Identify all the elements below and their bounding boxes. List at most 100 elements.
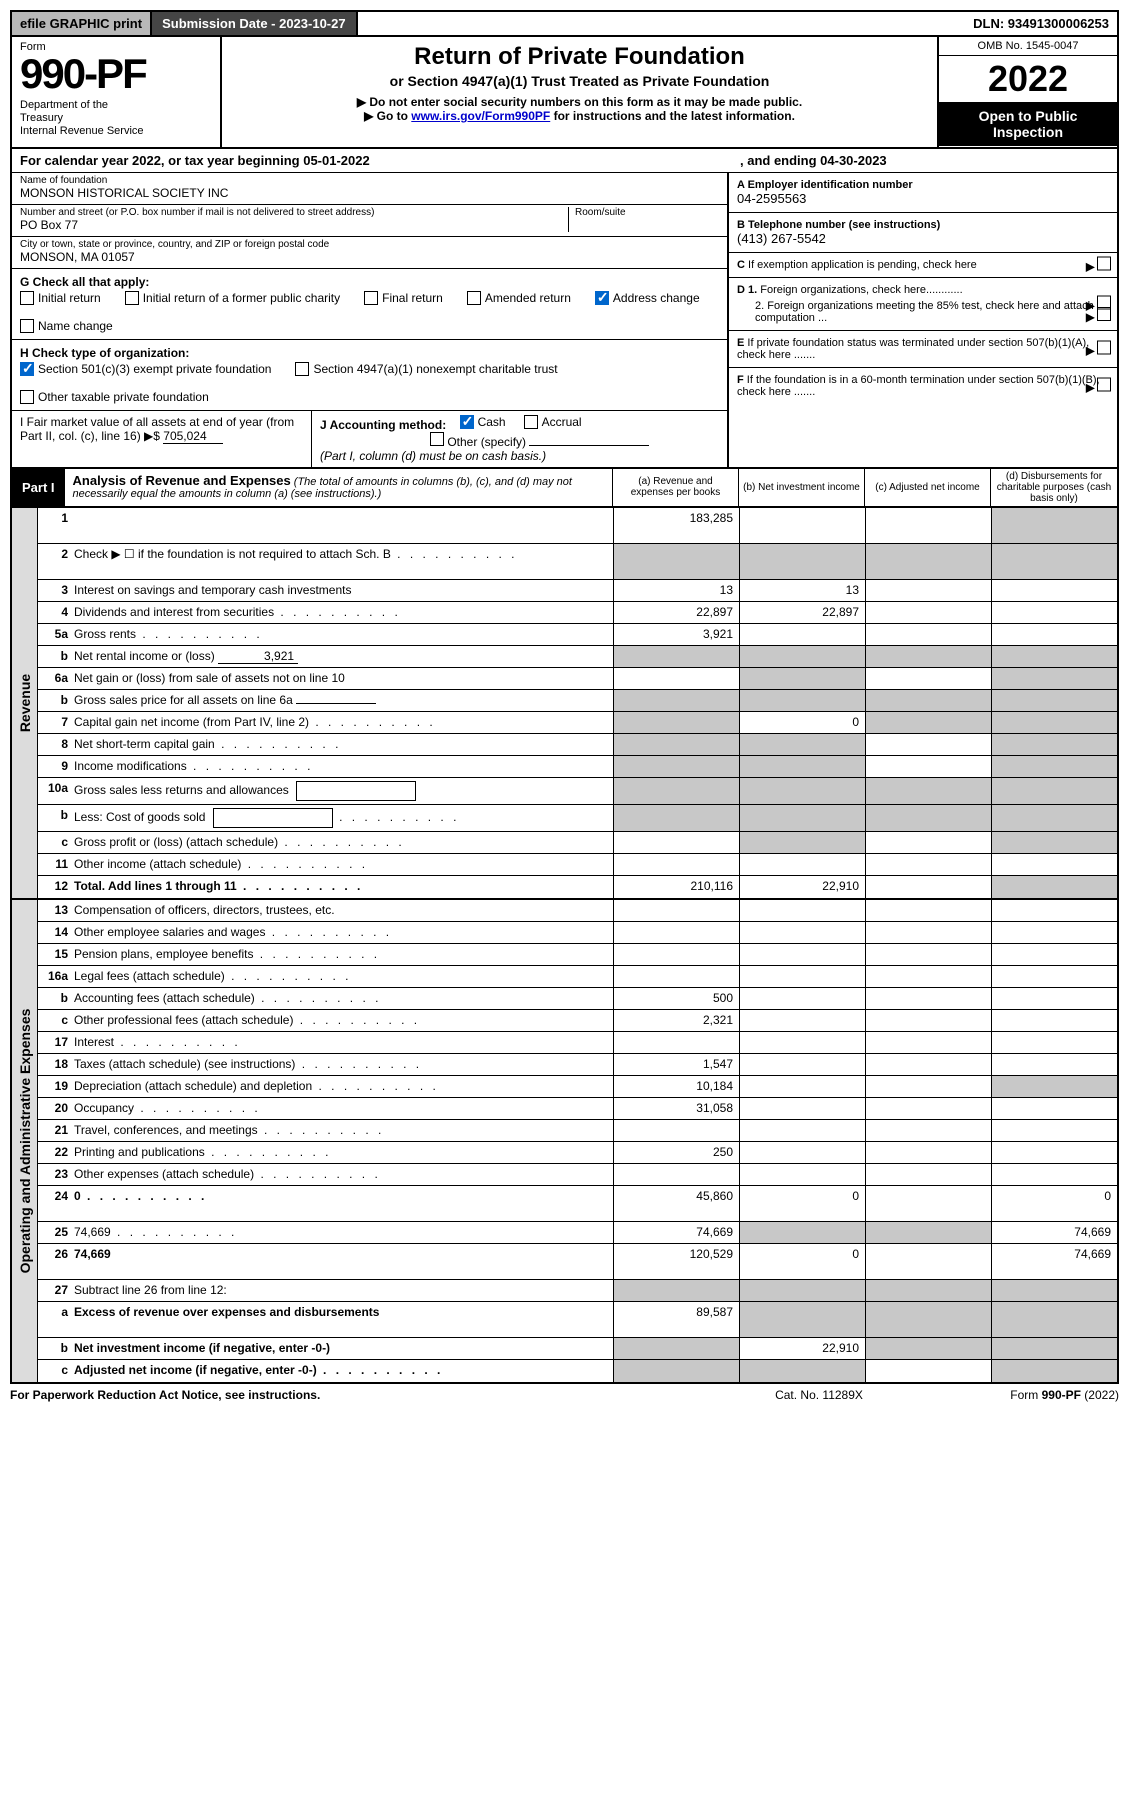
col-d-head: (d) Disbursements for charitable purpose… [991,469,1117,506]
cell-a: 210,116 [613,876,739,898]
cell-a: 22,897 [613,602,739,623]
table-row: b Net rental income or (loss) 3,921 [38,646,1117,668]
cell-c [865,508,991,543]
j-checkbox-0[interactable] [460,415,474,429]
col-b-head: (b) Net investment income [739,469,865,506]
g-checkbox-5[interactable] [20,319,34,333]
line-desc: Capital gain net income (from Part IV, l… [74,712,613,733]
cell-b: 0 [739,712,865,733]
h-checkbox-2[interactable] [20,390,34,404]
cell-a: 2,321 [613,1010,739,1031]
c-checkbox[interactable] [1097,256,1111,270]
cell-b [739,1222,865,1243]
footer-left: For Paperwork Reduction Act Notice, see … [10,1388,719,1402]
cell-c [865,1032,991,1053]
cell-c [865,876,991,898]
line-desc: Dividends and interest from securities [74,602,613,623]
line-number: 10a [38,778,74,804]
cell-b [739,944,865,965]
table-row: 9 Income modifications [38,756,1117,778]
open-inspection: Open to Public Inspection [939,102,1117,146]
cell-a: 31,058 [613,1098,739,1119]
line-number: b [38,1338,74,1359]
cell-d [991,854,1117,875]
table-row: 4 Dividends and interest from securities… [38,602,1117,624]
tax-year: 2022 [939,56,1117,102]
line-number: c [38,832,74,853]
cell-c [865,1338,991,1359]
line-number: 17 [38,1032,74,1053]
cell-b [739,508,865,543]
cell-c [865,854,991,875]
cell-c [865,1280,991,1301]
cell-a [613,944,739,965]
cell-a [613,756,739,777]
table-row: 27 Subtract line 26 from line 12: [38,1280,1117,1302]
g-checkbox-4[interactable] [595,291,609,305]
cell-b [739,668,865,689]
g-checkbox-3[interactable] [467,291,481,305]
cell-b [739,832,865,853]
cell-d [991,778,1117,804]
line-number: b [38,805,74,831]
table-row: 11 Other income (attach schedule) [38,854,1117,876]
g-row: G Check all that apply: Initial returnIn… [12,269,727,340]
cell-d [991,988,1117,1009]
g-item-3: Amended return [467,291,571,305]
cell-a: 250 [613,1142,739,1163]
g-checkbox-2[interactable] [364,291,378,305]
cell-d [991,1054,1117,1075]
line-desc: Depreciation (attach schedule) and deple… [74,1076,613,1097]
table-row: 26 74,669 120,529 0 74,669 [38,1244,1117,1280]
table-row: 18 Taxes (attach schedule) (see instruct… [38,1054,1117,1076]
line-desc: Subtract line 26 from line 12: [74,1280,613,1301]
line-desc: Compensation of officers, directors, tru… [74,900,613,921]
form-subtitle: or Section 4947(a)(1) Trust Treated as P… [242,73,917,89]
cell-c [865,668,991,689]
line-number: 23 [38,1164,74,1185]
foundation-name-label: Name of foundation [20,175,719,186]
line-desc: 0 [74,1186,613,1221]
table-row: 6a Net gain or (loss) from sale of asset… [38,668,1117,690]
table-row: c Other professional fees (attach schedu… [38,1010,1117,1032]
table-row: 5a Gross rents 3,921 [38,624,1117,646]
cell-c [865,544,991,579]
j-checkbox-1[interactable] [524,415,538,429]
f-checkbox[interactable] [1097,377,1111,391]
table-row: 1 183,285 [38,508,1117,544]
cell-d [991,668,1117,689]
instructions-link[interactable]: www.irs.gov/Form990PF [411,109,550,123]
line-desc: Gross sales less returns and allowances [74,778,613,804]
room-label: Room/suite [575,207,719,218]
line-desc: Gross profit or (loss) (attach schedule) [74,832,613,853]
j-other-checkbox[interactable] [430,432,444,446]
h-checkbox-1[interactable] [295,362,309,376]
cell-b: 0 [739,1186,865,1221]
cell-d [991,544,1117,579]
h-item-0: Section 501(c)(3) exempt private foundat… [20,362,271,376]
line-number: 19 [38,1076,74,1097]
i-value: 705,024 [163,429,223,444]
cell-d [991,734,1117,755]
revenue-side-tab: Revenue [12,508,38,898]
omb-number: OMB No. 1545-0047 [939,37,1117,56]
cell-a [613,1280,739,1301]
table-row: b Accounting fees (attach schedule) 500 [38,988,1117,1010]
d2-checkbox[interactable] [1097,307,1111,321]
city-label: City or town, state or province, country… [20,239,719,250]
line-number: 22 [38,1142,74,1163]
e-checkbox[interactable] [1097,340,1111,354]
cell-c [865,1142,991,1163]
g-checkbox-1[interactable] [125,291,139,305]
line-desc: Less: Cost of goods sold [74,805,613,831]
cell-c [865,624,991,645]
line-desc: Adjusted net income (if negative, enter … [74,1360,613,1382]
line-desc: Net rental income or (loss) 3,921 [74,646,613,667]
line-number: 18 [38,1054,74,1075]
line-desc: Other income (attach schedule) [74,854,613,875]
cell-b [739,690,865,711]
cell-a [613,712,739,733]
g-checkbox-0[interactable] [20,291,34,305]
line-desc: Gross sales price for all assets on line… [74,690,613,711]
h-checkbox-0[interactable] [20,362,34,376]
